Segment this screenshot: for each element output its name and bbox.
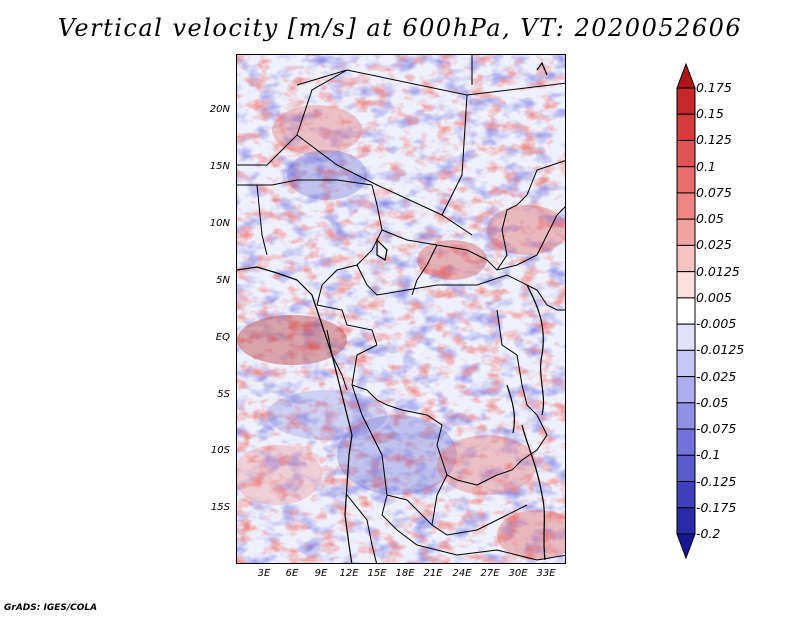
colorbar bbox=[676, 62, 696, 560]
lat-tick-label: 20N bbox=[209, 104, 230, 115]
colorbar-swatch bbox=[676, 349, 696, 378]
colorbar-label: 0.125 bbox=[696, 132, 732, 148]
lon-tick-label: 18E bbox=[395, 568, 415, 579]
colorbar-swatch bbox=[676, 192, 696, 220]
country-borders bbox=[237, 55, 565, 563]
colorbar-label: 0.005 bbox=[696, 289, 732, 305]
lat-tick-label: 10N bbox=[209, 218, 230, 229]
lat-tick-label: 10S bbox=[210, 445, 230, 456]
lat-tick-label: 5N bbox=[216, 275, 230, 286]
lon-tick-label: 21E bbox=[423, 568, 443, 579]
coastlines bbox=[237, 61, 548, 563]
lat-tick-label: 15S bbox=[210, 502, 230, 513]
chart-title: Vertical velocity [m/s] at 600hPa, VT: 2… bbox=[57, 14, 743, 42]
colorbar-label: -0.05 bbox=[696, 394, 729, 410]
colorbar-swatch bbox=[676, 271, 696, 299]
colorbar-swatch bbox=[676, 376, 696, 404]
colorbar-label: 0.15 bbox=[696, 106, 724, 122]
lon-tick-label: 12E bbox=[339, 568, 359, 579]
colorbar-label: -0.175 bbox=[696, 499, 737, 515]
colorbar-label: -0.005 bbox=[696, 316, 737, 332]
lon-tick-label: 3E bbox=[257, 568, 271, 579]
lon-tick-label: 30E bbox=[508, 568, 528, 579]
colorbar-label: -0.2 bbox=[696, 526, 721, 541]
colorbar-swatch bbox=[676, 297, 696, 325]
colorbar-label: -0.1 bbox=[696, 447, 721, 463]
colorbar-label: 0.075 bbox=[696, 184, 732, 200]
lon-tick-label: 27E bbox=[480, 568, 500, 579]
colorbar-max-triangle bbox=[676, 62, 696, 89]
colorbar-swatch bbox=[676, 323, 696, 351]
lon-tick-label: 15E bbox=[367, 568, 387, 579]
colorbar-swatch bbox=[676, 139, 696, 168]
grads-credit: GrADS: IGES/COLA bbox=[4, 603, 98, 613]
colorbar-swatch bbox=[676, 454, 696, 483]
colorbar-label: 0.175 bbox=[696, 80, 732, 95]
colorbar-swatch bbox=[676, 428, 696, 456]
map-canvas bbox=[237, 55, 565, 563]
colorbar-swatch bbox=[676, 481, 696, 509]
colorbar-label: -0.075 bbox=[696, 421, 737, 437]
lon-tick-label: 33E bbox=[536, 568, 556, 579]
lat-tick-label: 15N bbox=[209, 161, 230, 172]
colorbar-label: -0.0125 bbox=[696, 342, 745, 358]
colorbar-swatch bbox=[676, 87, 696, 115]
colorbar-swatch bbox=[676, 113, 696, 141]
colorbar-swatch bbox=[676, 166, 696, 194]
lon-tick-label: 6E bbox=[285, 568, 299, 579]
colorbar-swatch bbox=[676, 244, 696, 273]
lat-tick-label: EQ bbox=[215, 332, 230, 343]
colorbar-swatch bbox=[676, 218, 696, 246]
colorbar-label: 0.025 bbox=[696, 237, 732, 253]
lon-tick-label: 9E bbox=[314, 568, 328, 579]
lon-tick-label: 24E bbox=[452, 568, 472, 579]
colorbar-swatch bbox=[676, 402, 696, 430]
colorbar-label: -0.125 bbox=[696, 473, 737, 489]
colorbar-label: 0.1 bbox=[696, 158, 716, 174]
colorbar-label: -0.025 bbox=[696, 368, 737, 384]
colorbar-swatch bbox=[676, 507, 696, 535]
colorbar-label: 0.0125 bbox=[696, 263, 740, 279]
colorbar-min-triangle bbox=[676, 533, 696, 560]
lat-tick-label: 5S bbox=[217, 389, 230, 400]
map-panel bbox=[236, 54, 566, 564]
colorbar-label: 0.05 bbox=[696, 211, 724, 227]
